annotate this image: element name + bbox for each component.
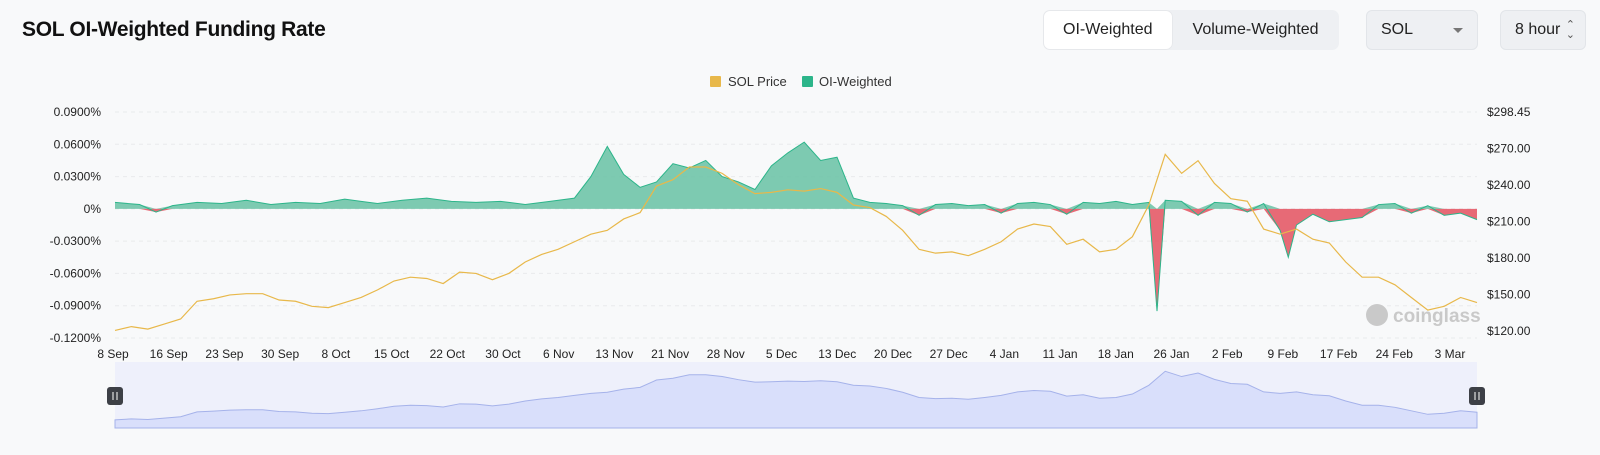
y-left-tick-label: -0.0300% — [50, 234, 102, 248]
x-tick-label: 24 Feb — [1376, 347, 1414, 361]
oi-line — [114, 141, 1478, 312]
y-left-tick-label: -0.1200% — [50, 331, 102, 345]
x-tick-label: 30 Sep — [261, 347, 299, 361]
y-left-tick-label: -0.0900% — [50, 299, 102, 313]
interval-select[interactable]: 8 hour ⌃ ⌄ — [1500, 10, 1586, 50]
coin-select-value: SOL — [1381, 21, 1414, 38]
page-title: SOL OI-Weighted Funding Rate — [22, 18, 326, 41]
x-tick-label: 18 Jan — [1098, 347, 1134, 361]
x-tick-label: 13 Nov — [595, 347, 633, 361]
x-tick-label: 26 Jan — [1153, 347, 1189, 361]
legend-swatch-price — [710, 76, 721, 87]
navigator-handle-left-grip — [107, 387, 123, 405]
series-oi-weighted — [114, 141, 1478, 312]
navigator-handle-right[interactable] — [1469, 387, 1485, 405]
x-tick-label: 8 Sep — [97, 347, 129, 361]
x-tick-label: 27 Dec — [930, 347, 968, 361]
x-tick-label: 28 Nov — [707, 347, 745, 361]
tab-volume-weighted[interactable]: Volume-Weighted — [1192, 21, 1319, 38]
y-axis-right: $298.45 $270.00 $240.00 $210.00 $180.00 $150.… — [1487, 105, 1531, 338]
chevron-updown-icon: ⌃ ⌄ — [1565, 19, 1575, 41]
tab-oi-weighted[interactable]: OI-Weighted — [1043, 10, 1173, 50]
y-right-tick-label: $150.00 — [1487, 288, 1531, 302]
coin-select[interactable]: SOL — [1366, 10, 1478, 50]
x-tick-label: 4 Jan — [990, 347, 1019, 361]
navigator-handle-right-grip — [1469, 387, 1485, 405]
y-left-tick-label: 0.0900% — [54, 105, 102, 119]
weighting-toggle: OI-Weighted Volume-Weighted — [1043, 10, 1339, 50]
y-right-tick-label: $270.00 — [1487, 142, 1531, 156]
y-left-tick-label: 0.0600% — [54, 137, 102, 151]
y-right-tick-label: $180.00 — [1487, 251, 1531, 265]
x-tick-label: 3 Mar — [1435, 347, 1466, 361]
watermark-text: coinglass — [1393, 306, 1481, 327]
navigator-handle-left[interactable] — [107, 387, 123, 405]
x-axis: 8 Sep 16 Sep 23 Sep 30 Sep 8 Oct 15 Oct 22 Oct… — [97, 347, 1465, 361]
x-tick-label: 13 Dec — [818, 347, 856, 361]
y-axis-left: 0.0900% 0.0600% 0.0300% 0% -0.0300% -0.0600% -… — [50, 105, 102, 345]
y-left-tick-label: 0.0300% — [54, 170, 102, 184]
x-tick-label: 9 Feb — [1268, 347, 1299, 361]
oi-negative-area — [115, 208, 1477, 312]
x-tick-label: 30 Oct — [485, 347, 521, 361]
y-right-tick-label: $240.00 — [1487, 178, 1531, 192]
oi-positive-area — [115, 142, 1477, 209]
coinglass-logo-icon — [1366, 304, 1388, 326]
legend-swatch-oi — [802, 76, 813, 87]
x-tick-label: 22 Oct — [430, 347, 466, 361]
x-tick-label: 8 Oct — [321, 347, 350, 361]
y-left-tick-label: 0% — [84, 202, 102, 216]
x-tick-label: 11 Jan — [1042, 347, 1077, 361]
x-tick-label: 15 Oct — [374, 347, 410, 361]
navigator-area — [114, 370, 1478, 429]
y-right-tick-label: $210.00 — [1487, 215, 1531, 229]
y-left-tick-label: -0.0600% — [50, 266, 102, 280]
y-right-tick-label: $120.00 — [1487, 324, 1531, 338]
x-tick-label: 2 Feb — [1212, 347, 1243, 361]
x-tick-label: 20 Dec — [874, 347, 912, 361]
x-tick-label: 6 Nov — [543, 347, 574, 361]
x-tick-label: 23 Sep — [205, 347, 243, 361]
x-tick-label: 21 Nov — [651, 347, 689, 361]
y-right-tick-label: $298.45 — [1487, 105, 1531, 119]
legend-label-price[interactable]: SOL Price — [728, 74, 787, 89]
chevron-down-icon — [1453, 28, 1463, 33]
interval-select-value: 8 hour — [1515, 21, 1561, 38]
range-navigator[interactable] — [107, 362, 1485, 429]
legend: SOL Price OI-Weighted — [710, 74, 892, 89]
x-tick-label: 17 Feb — [1320, 347, 1358, 361]
series-sol-price — [114, 153, 1478, 331]
x-tick-label: 16 Sep — [150, 347, 188, 361]
price-line — [114, 153, 1478, 331]
watermark: coinglass — [1366, 304, 1481, 327]
x-tick-label: 5 Dec — [766, 347, 797, 361]
legend-label-oi[interactable]: OI-Weighted — [819, 74, 892, 89]
grid-lines — [115, 111, 1477, 339]
